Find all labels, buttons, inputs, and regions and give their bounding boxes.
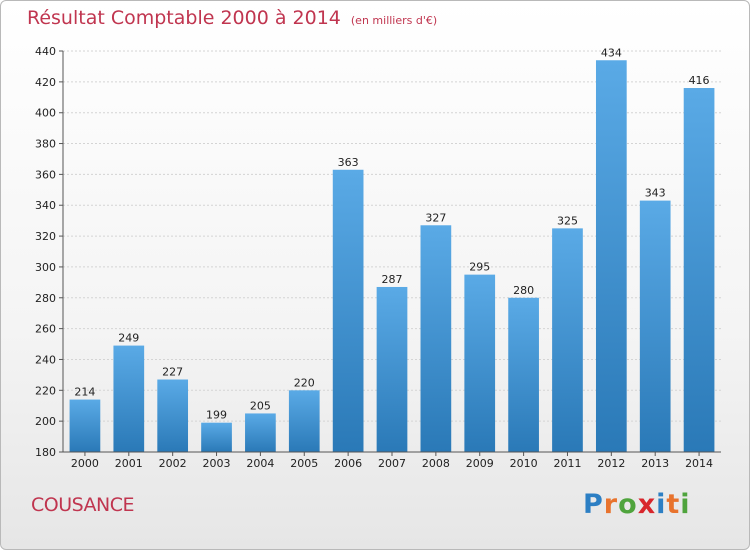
- x-tick-label: 2010: [510, 457, 538, 470]
- y-tick-label: 260: [35, 323, 56, 336]
- y-axis: 180 200 220 240 260 280 300 320 340 360 380 400 420 4…: [35, 45, 64, 459]
- bar-value-label: 220: [294, 376, 315, 389]
- bar: [332, 169, 364, 452]
- bar: [595, 60, 627, 452]
- bar-value-label: 280: [513, 284, 534, 297]
- y-tick-label: 280: [35, 292, 56, 305]
- y-tick-label: 200: [35, 415, 56, 428]
- x-tick-label: 2009: [466, 457, 494, 470]
- y-tick-label: 240: [35, 353, 56, 366]
- bar: [683, 88, 715, 452]
- logo-letter: t: [666, 489, 681, 520]
- y-tick-label: 420: [35, 76, 56, 89]
- logo-letter: o: [618, 489, 638, 520]
- bar-value-label: 214: [74, 386, 95, 399]
- bar: [69, 399, 101, 452]
- chart-title: Résultat Comptable 2000 à 2014 (en millie…: [27, 7, 437, 29]
- logo-letter: P: [583, 489, 604, 520]
- title-text: Résultat Comptable 2000 à 2014: [27, 7, 341, 29]
- logo-letter: r: [603, 489, 619, 520]
- bar: [376, 286, 408, 452]
- bar-value-label: 249: [118, 332, 139, 345]
- bar: [113, 345, 145, 452]
- y-tick-label: 340: [35, 199, 56, 212]
- bar-value-label: 227: [162, 366, 183, 379]
- x-tick-label: 2000: [71, 457, 99, 470]
- y-tick-label: 320: [35, 230, 56, 243]
- bar: [552, 228, 583, 452]
- x-tick-label: 2003: [203, 457, 231, 470]
- x-tick-label: 2004: [246, 457, 274, 470]
- city-name: COUSANCE: [31, 494, 135, 516]
- bar: [508, 297, 539, 452]
- y-tick-label: 440: [35, 45, 56, 58]
- bar: [157, 379, 189, 452]
- bar-value-label: 416: [689, 74, 710, 87]
- x-tick-label: 2011: [553, 457, 581, 470]
- y-tick-label: 400: [35, 107, 56, 120]
- y-tick-label: 220: [35, 384, 56, 397]
- bar-value-label: 199: [206, 409, 227, 422]
- y-tick-label: 360: [35, 168, 56, 181]
- bar: [420, 225, 452, 452]
- bar: [464, 274, 496, 452]
- x-axis: 2000 2001 2002 2003 2004 2005 2006 2007 2008 2009…: [63, 451, 721, 470]
- y-tick-label: 380: [35, 138, 56, 151]
- bar-value-label: 434: [601, 46, 622, 59]
- bar: [201, 422, 232, 452]
- bar-value-label: 327: [425, 211, 446, 224]
- y-tick-label: 300: [35, 261, 56, 274]
- bar-value-label: 205: [250, 399, 271, 412]
- bar: [288, 390, 320, 452]
- bar: [639, 200, 671, 452]
- x-tick-label: 2005: [290, 457, 318, 470]
- y-tick-label: 180: [35, 446, 56, 459]
- bar-value-label: 325: [557, 214, 578, 227]
- bar-value-label: 343: [645, 187, 666, 200]
- x-tick-label: 2013: [641, 457, 669, 470]
- x-tick-label: 2006: [334, 457, 362, 470]
- bar-value-label: 287: [382, 273, 403, 286]
- x-tick-label: 2012: [597, 457, 625, 470]
- bars: 214 249 227 199 205 220 363 287 327 295 280 325 434 3…: [69, 46, 715, 452]
- bar: [245, 413, 276, 452]
- proxiti-logo: Proxiti: [583, 489, 691, 520]
- logo-letter: i: [680, 489, 691, 520]
- x-tick-label: 2008: [422, 457, 450, 470]
- logo-letter: i: [656, 489, 667, 520]
- bar-value-label: 295: [469, 261, 490, 274]
- x-tick-label: 2001: [115, 457, 143, 470]
- logo-letter: x: [637, 489, 657, 520]
- x-tick-label: 2002: [159, 457, 187, 470]
- bar-value-label: 363: [338, 156, 359, 169]
- title-unit: (en milliers d'€): [350, 14, 438, 27]
- x-tick-label: 2007: [378, 457, 406, 470]
- x-tick-label: 2014: [685, 457, 713, 470]
